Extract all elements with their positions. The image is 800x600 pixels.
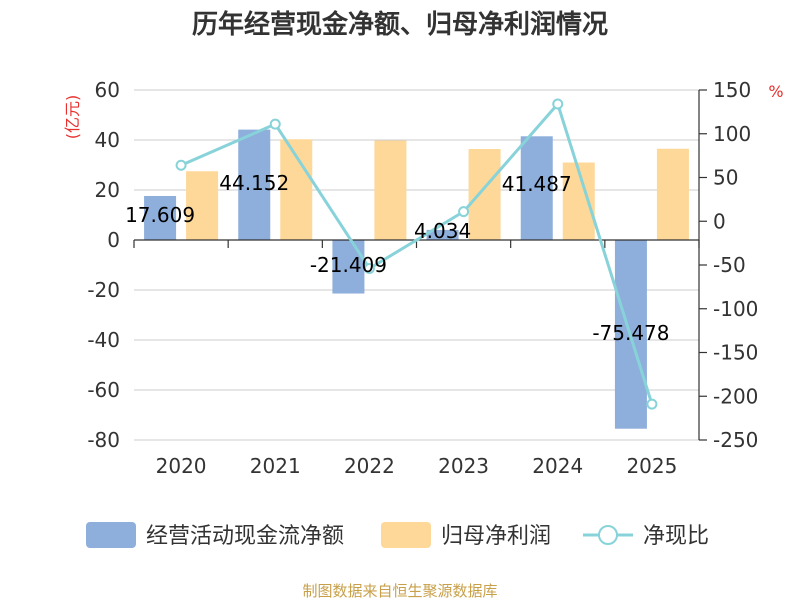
y2-tick-label: 150 <box>713 78 751 102</box>
ratio-point-2022 <box>363 263 375 274</box>
cashflow-data-label: 4.034 <box>414 219 471 243</box>
y2-tick-label: -150 <box>713 341 758 365</box>
x-tick-label: 2024 <box>532 454 583 478</box>
cashflow-bar-2024 <box>520 136 553 240</box>
legend-ratio[interactable]: 净现比 <box>583 524 709 549</box>
ratio-point-2020 <box>175 159 187 171</box>
cashflow-data-label: 44.152 <box>219 171 289 195</box>
legend-profit[interactable]: 归母净利润 <box>381 522 551 549</box>
y-tick-label: 40 <box>95 128 120 152</box>
legend-cashflow[interactable]: 经营活动现金流净额 <box>86 522 344 549</box>
y2-tick-label: -50 <box>713 253 746 277</box>
y-tick-label: 0 <box>107 228 120 252</box>
legend-profit-label: 归母净利润 <box>441 524 551 549</box>
legend-profit-swatch <box>381 522 431 548</box>
y-tick-label: -20 <box>87 278 120 302</box>
x-tick-label: 2021 <box>250 454 301 478</box>
y2-tick-label: -200 <box>713 384 758 408</box>
profit-bar-2022 <box>374 140 407 240</box>
ratio-point-2021 <box>269 118 281 130</box>
y2-tick-label: 100 <box>713 122 751 146</box>
y-tick-label: -60 <box>87 378 120 402</box>
profit-bar-2023 <box>468 149 501 240</box>
x-tick-label: 2023 <box>438 454 489 478</box>
y2-tick-label: -250 <box>713 428 758 452</box>
cashflow-bar-2022 <box>332 240 365 294</box>
source-note: 制图数据来自恒生聚源数据库 <box>302 582 497 600</box>
left-axis-unit: (亿元) <box>63 95 82 140</box>
profit-bar-2025 <box>656 148 689 240</box>
x-tick-label: 2022 <box>344 454 395 478</box>
cashflow-data-label: 41.487 <box>502 172 572 196</box>
ratio-point-2025 <box>646 398 658 410</box>
right-axis-unit: % <box>768 82 783 101</box>
cashflow-bar-2023 <box>426 229 459 240</box>
legend-ratio-swatch-marker <box>598 525 618 545</box>
ratio-point-2023 <box>458 206 470 218</box>
cashflow-data-label: -21.409 <box>310 253 387 277</box>
legend-cashflow-swatch <box>86 522 136 548</box>
chart-title: 历年经营现金净额、归母净利润情况 <box>192 9 608 40</box>
y2-tick-label: 50 <box>713 166 738 190</box>
legend-cashflow-label: 经营活动现金流净额 <box>146 524 344 549</box>
y-tick-label: -40 <box>87 328 120 352</box>
cashflow-data-label: -75.478 <box>592 321 669 345</box>
legend-ratio-label: 净现比 <box>643 524 709 549</box>
y-tick-label: 20 <box>95 178 120 202</box>
ratio-line <box>180 101 654 405</box>
y-tick-label: 60 <box>95 78 120 102</box>
y2-tick-label: 0 <box>713 209 726 233</box>
cashflow-bar-2021 <box>238 129 271 240</box>
x-tick-label: 2025 <box>626 454 677 478</box>
cashflow-data-label: 17.609 <box>125 203 195 227</box>
x-tick-label: 2020 <box>156 454 207 478</box>
ratio-point-2024 <box>552 98 564 110</box>
y-tick-label: -80 <box>87 428 120 452</box>
y2-tick-label: -100 <box>713 297 758 321</box>
profit-bar-2020 <box>186 171 219 240</box>
cashflow-bar-2020 <box>144 195 177 240</box>
